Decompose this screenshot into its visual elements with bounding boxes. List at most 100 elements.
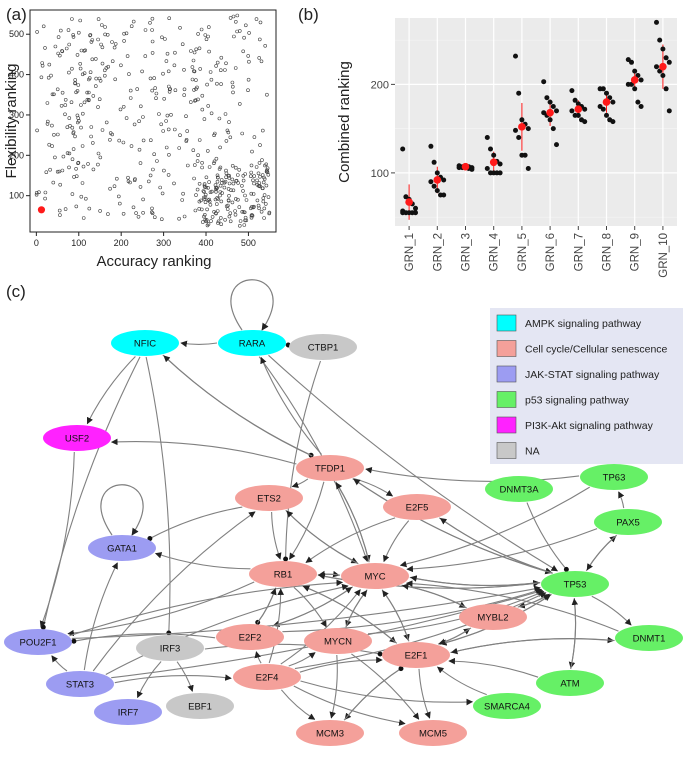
scatter-point — [43, 46, 47, 50]
network-edge — [162, 354, 314, 458]
scatter-point — [189, 49, 193, 53]
scatter-point — [173, 50, 177, 55]
mean-point — [630, 76, 639, 84]
network-node-mycn: MYCN — [304, 628, 372, 654]
scatter-point — [60, 168, 65, 173]
network-node-irf7: IRF7 — [94, 699, 162, 725]
scatter-point — [264, 162, 269, 167]
scatter-point — [86, 162, 90, 166]
scatter-point — [215, 173, 220, 178]
network-node-stat3: STAT3 — [46, 671, 114, 697]
data-point — [400, 210, 406, 216]
y-tick-label: 100 — [371, 168, 389, 180]
scatter-point — [136, 215, 141, 219]
scatter-point — [148, 173, 153, 178]
scatter-point — [235, 13, 240, 18]
scatter-point — [257, 181, 262, 185]
data-point — [513, 127, 518, 133]
network-edge — [353, 477, 394, 497]
scatter-point — [82, 71, 87, 75]
scatter-point — [199, 198, 203, 203]
data-point — [428, 143, 434, 149]
node-label: POU2F1 — [20, 638, 57, 649]
scatter-axes: 0 100 200 300 400 500 100 200 300 400 500 — [9, 29, 256, 248]
scatter-point — [244, 218, 249, 223]
panel-label-a: (a) — [6, 5, 27, 24]
scatter-point — [250, 149, 254, 154]
scatter-point — [150, 28, 154, 32]
scatter-point — [254, 17, 259, 21]
scatter-point — [96, 162, 100, 167]
scatter-point — [233, 212, 238, 217]
node-label: CTBP1 — [308, 343, 339, 354]
scatter-point — [158, 185, 162, 190]
node-shape — [473, 693, 541, 719]
scatter-point — [236, 181, 240, 185]
network-edge — [83, 562, 118, 671]
legend-label: JAK-STAT signaling pathway — [525, 369, 660, 381]
scatter-point — [195, 159, 200, 163]
scatter-point — [74, 167, 78, 171]
data-point — [400, 146, 406, 152]
scatter-point — [200, 207, 204, 212]
scatter-point — [65, 125, 70, 129]
scatter-point — [197, 138, 202, 142]
scatter-point — [219, 222, 223, 226]
scatter-point — [35, 128, 39, 133]
scatter-point — [237, 205, 242, 209]
scatter-point — [185, 129, 189, 133]
scatter-point — [204, 218, 209, 222]
network-node-dnmt3a: DNMT3A — [485, 476, 553, 502]
scatter-point — [256, 203, 261, 208]
scatter-point — [74, 204, 79, 209]
scatter-point — [94, 57, 98, 61]
scatter-point — [148, 76, 153, 81]
scatter-point — [220, 181, 224, 185]
scatter-point — [249, 170, 253, 175]
network-edge — [345, 590, 368, 628]
scatter-point — [155, 159, 159, 163]
scatter-point — [260, 173, 265, 177]
scatter-point — [242, 223, 247, 227]
scatter-point — [45, 101, 50, 105]
y-tick-label: 200 — [9, 150, 24, 160]
scatter-point — [249, 215, 254, 220]
node-label: PAX5 — [616, 518, 640, 529]
scatter-point — [166, 127, 171, 132]
scatter-ylabel: Flexibility ranking — [3, 63, 20, 178]
scatter-point — [200, 107, 205, 112]
data-point — [516, 90, 522, 96]
node-label: USF2 — [65, 434, 89, 445]
data-point — [610, 119, 616, 125]
scatter-point — [231, 90, 235, 95]
scatter-point — [255, 198, 260, 203]
panel-label-c: (c) — [6, 282, 26, 301]
scatter-point — [247, 31, 251, 35]
network-node-atm: ATM — [536, 670, 604, 696]
scatter-point — [246, 77, 251, 82]
scatter-point — [177, 216, 181, 221]
node-shape — [4, 629, 72, 655]
scatter-point — [63, 207, 68, 211]
scatter-point — [262, 177, 267, 181]
scatter-point — [106, 212, 110, 216]
scatter-point — [76, 116, 80, 120]
scatter-point — [241, 189, 245, 193]
network-edge — [365, 466, 580, 482]
network-node-rb1: RB1 — [249, 561, 317, 587]
network-edge — [293, 586, 327, 628]
scatter-point — [260, 158, 264, 162]
scatter-point — [186, 163, 190, 168]
scatter-point — [154, 91, 159, 96]
scatter-point — [39, 75, 44, 80]
scatter-point — [98, 209, 102, 213]
network-edge — [570, 598, 579, 670]
scatter-point — [252, 174, 256, 178]
scatter-point — [141, 211, 145, 215]
scatter-point — [127, 72, 131, 76]
scatter-point — [96, 105, 100, 109]
scatter-point — [163, 37, 167, 41]
scatter-point — [161, 71, 165, 76]
network-edge — [114, 674, 232, 684]
data-point — [635, 99, 641, 105]
